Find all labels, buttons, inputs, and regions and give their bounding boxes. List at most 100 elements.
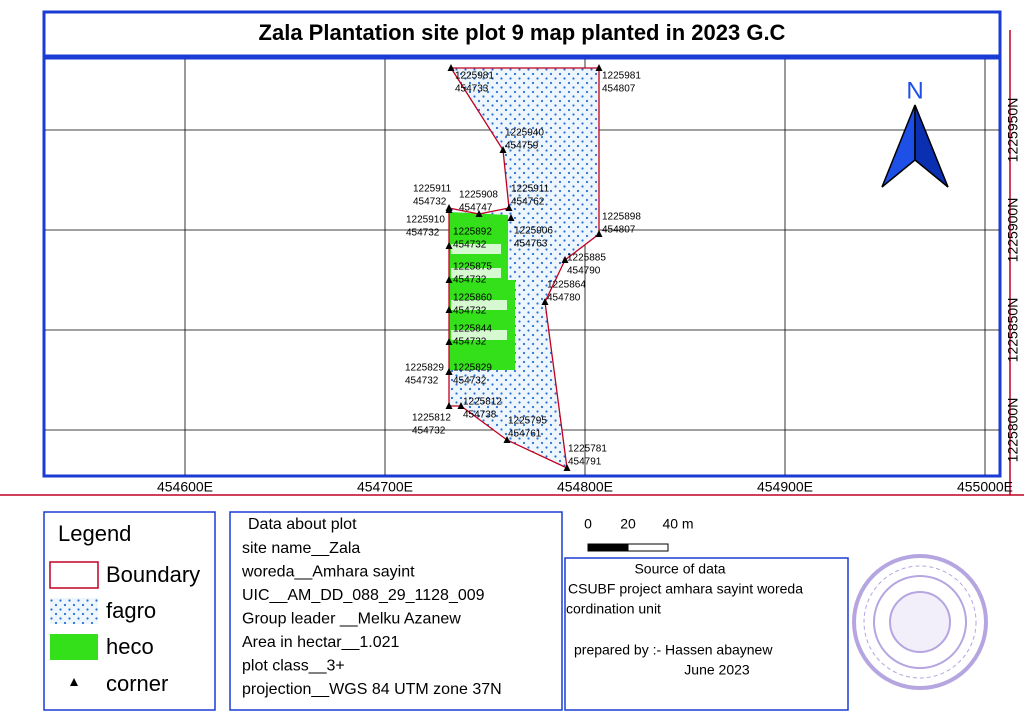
corner-marker	[445, 338, 453, 345]
corner-easting: 454732	[412, 426, 446, 437]
x-tick-label: 455000E	[957, 479, 1013, 495]
corner-northing: 1225875	[453, 262, 492, 273]
legend-swatch	[50, 634, 98, 660]
title: Zala Plantation site plot 9 map planted …	[259, 20, 786, 45]
source-line: prepared by :- Hassen abaynew	[574, 642, 773, 658]
corner-northing: 1225829	[405, 363, 444, 374]
corner-northing: 1225885	[567, 253, 606, 264]
corner-marker	[595, 230, 603, 237]
source-line: CSUBF project amhara sayint woreda	[568, 581, 803, 597]
legend-item: heco	[106, 634, 154, 659]
corner-marker	[445, 206, 453, 213]
heco-gap	[451, 268, 501, 278]
corner-easting: 454807	[602, 225, 636, 236]
y-tick-label: 1225950N	[1005, 98, 1021, 163]
corner-marker	[445, 276, 453, 283]
x-tick-label: 454700E	[357, 479, 413, 495]
corner-northing: 1225864	[547, 280, 586, 291]
source-line: Source of data	[634, 561, 725, 577]
legend-item: corner	[106, 671, 168, 696]
corner-easting: 454732	[405, 376, 439, 387]
corners: 1225981 454733 1225981 454807 1225940 454759 1…	[405, 64, 641, 471]
corner-marker	[507, 214, 515, 221]
info-line: Area in hectar__1.021	[242, 634, 400, 651]
corner-northing: 1225981	[602, 71, 641, 82]
corner-marker	[561, 256, 569, 263]
corner-marker	[475, 210, 483, 217]
corner-northing: 1225844	[453, 324, 492, 335]
y-tick-label: 1225850N	[1005, 298, 1021, 363]
corner-easting: 454763	[514, 239, 548, 250]
y-tick-label: 1225900N	[1005, 198, 1021, 263]
source-line: June 2023	[684, 662, 750, 678]
info-title: Data about plot	[248, 516, 357, 533]
corner-marker	[563, 464, 571, 471]
corner-northing: 1225812	[463, 397, 502, 408]
corner-easting: 454738	[463, 410, 497, 421]
corner-marker	[541, 298, 549, 305]
corner-northing: 1225795	[508, 416, 547, 427]
corner-easting: 454780	[547, 293, 581, 304]
corner-marker	[505, 204, 513, 211]
x-tick-label: 454600E	[157, 479, 213, 495]
scale-bar	[587, 543, 629, 552]
corner-northing: 1225940	[505, 128, 544, 139]
corner-northing: 1225906	[514, 226, 553, 237]
title-box	[42, 10, 1002, 58]
north-label: N	[906, 77, 923, 104]
scale-bar	[627, 543, 669, 552]
corner-northing: 1225781	[568, 444, 607, 455]
corner-marker	[499, 146, 507, 153]
corner-northing: 1225812	[412, 413, 451, 424]
corner-marker	[445, 368, 453, 375]
stamp	[852, 554, 988, 690]
corner-marker	[447, 64, 455, 71]
corner-easting: 454747	[459, 203, 493, 214]
legend-swatch	[50, 598, 98, 624]
source-line: cordination unit	[566, 601, 661, 617]
heco-gap	[451, 330, 507, 340]
info-line: Group leader __Melku Azanew	[242, 611, 461, 628]
info-line: woreda__Amhara sayint	[241, 564, 415, 581]
corner-easting: 454761	[508, 429, 542, 440]
corner-easting: 454732	[453, 240, 487, 251]
corner-easting: 454733	[455, 84, 489, 95]
corner-easting: 454732	[453, 376, 487, 387]
corner-northing: 1225981	[455, 71, 494, 82]
plot-area	[448, 67, 600, 470]
info-line: site name__Zala	[242, 540, 360, 557]
heco-gap	[451, 300, 507, 310]
corner-easting: 454732	[406, 228, 440, 239]
legend-title: Legend	[58, 521, 131, 546]
corner-northing: 1225911	[511, 184, 550, 195]
corner-easting: 454759	[505, 141, 539, 152]
scale-label: 40 m	[662, 516, 693, 532]
corner-easting: 454762	[511, 197, 545, 208]
info-line: projection__WGS 84 UTM zone 37N	[242, 681, 502, 698]
north-arrow	[914, 104, 949, 188]
corner-easting: 454790	[567, 266, 601, 277]
boundary	[448, 67, 600, 470]
corner-marker	[503, 436, 511, 443]
corner-marker	[595, 64, 603, 71]
corner-easting: 454791	[568, 457, 602, 468]
corner-northing: 1225829	[453, 363, 492, 374]
corner-marker	[445, 306, 453, 313]
corner-marker	[445, 402, 453, 409]
corner-northing: 1225892	[453, 227, 492, 238]
corner-marker	[445, 242, 453, 249]
legend-item: Boundary	[106, 562, 200, 587]
info-lines: site name__Zala woreda__Amhara sayint UIC_…	[241, 540, 502, 698]
y-tick-label: 1225800N	[1005, 398, 1021, 463]
corner-easting: 454732	[453, 337, 487, 348]
legend-item: fagro	[106, 598, 156, 623]
legend-swatch	[49, 561, 99, 589]
scale-label: 20	[620, 516, 636, 532]
corner-easting: 454732	[453, 275, 487, 286]
corner-northing: 1225860	[453, 293, 492, 304]
legend-swatch	[70, 678, 78, 686]
heco-gap	[451, 244, 501, 254]
corner-easting: 454807	[602, 84, 636, 95]
x-tick-label: 454800E	[557, 479, 613, 495]
